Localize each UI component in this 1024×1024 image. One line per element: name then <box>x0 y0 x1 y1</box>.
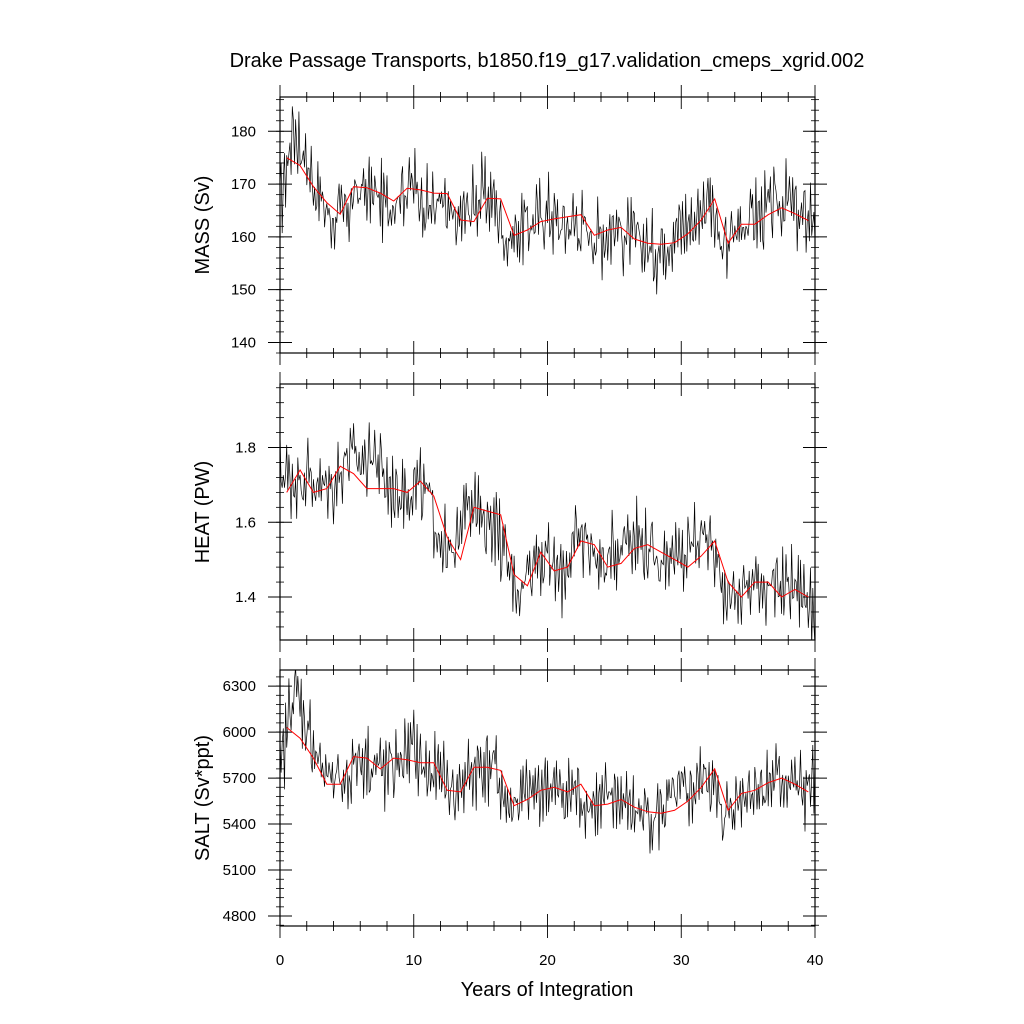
x-axis-label: Years of Integration <box>461 979 634 1001</box>
series-annual-mean-line <box>286 157 809 245</box>
y-tick-label: 170 <box>231 176 256 193</box>
plot-frame <box>279 383 816 641</box>
y-axis-label: MASS (Sv) <box>192 176 214 275</box>
y-tick-label: 5700 <box>223 770 256 787</box>
plot-frame <box>279 96 816 354</box>
y-tick-label: 1.8 <box>235 440 256 457</box>
y-tick-label: 1.6 <box>235 514 256 531</box>
x-tick-label: 0 <box>276 952 284 969</box>
y-tick-label: 4800 <box>223 908 256 925</box>
chart-title: Drake Passage Transports, b1850.f19_g17.… <box>230 50 865 72</box>
plot-frame <box>279 669 816 927</box>
y-tick-label: 150 <box>231 282 256 299</box>
panel-0: 140 150 160 170 180 MASS (Sv) <box>192 85 827 365</box>
series-monthly-line <box>280 670 815 854</box>
series-monthly-line <box>280 422 815 640</box>
series-annual-mean-line <box>286 465 809 598</box>
y-tick-label: 6000 <box>223 724 256 741</box>
series-annual-mean-line <box>286 727 809 814</box>
y-tick-label: 140 <box>231 334 256 351</box>
y-axis-label: HEAT (PW) <box>192 461 214 564</box>
y-axis-label: SALT (Sv*ppt) <box>192 735 214 861</box>
y-tick-label: 1.4 <box>235 589 256 606</box>
x-tick-label: 40 <box>807 952 824 969</box>
x-tick-label: 30 <box>673 952 690 969</box>
series-monthly-line <box>280 106 815 295</box>
panel-1: 1.4 1.6 1.8 HEAT (PW) <box>192 372 827 652</box>
panel-2: 4800 5100 5400 5700 6000 6300 SALT (Sv*ppt) <box>192 658 827 938</box>
y-tick-label: 180 <box>231 123 256 140</box>
x-tick-label: 10 <box>405 952 422 969</box>
y-tick-label: 5100 <box>223 862 256 879</box>
y-tick-label: 5400 <box>223 816 256 833</box>
y-tick-label: 6300 <box>223 678 256 695</box>
panels: 140 150 160 170 180 MASS (Sv) 1.4 1.6 1.8 HEAT (P… <box>192 85 827 969</box>
x-tick-label: 20 <box>539 952 556 969</box>
y-tick-label: 160 <box>231 229 256 246</box>
